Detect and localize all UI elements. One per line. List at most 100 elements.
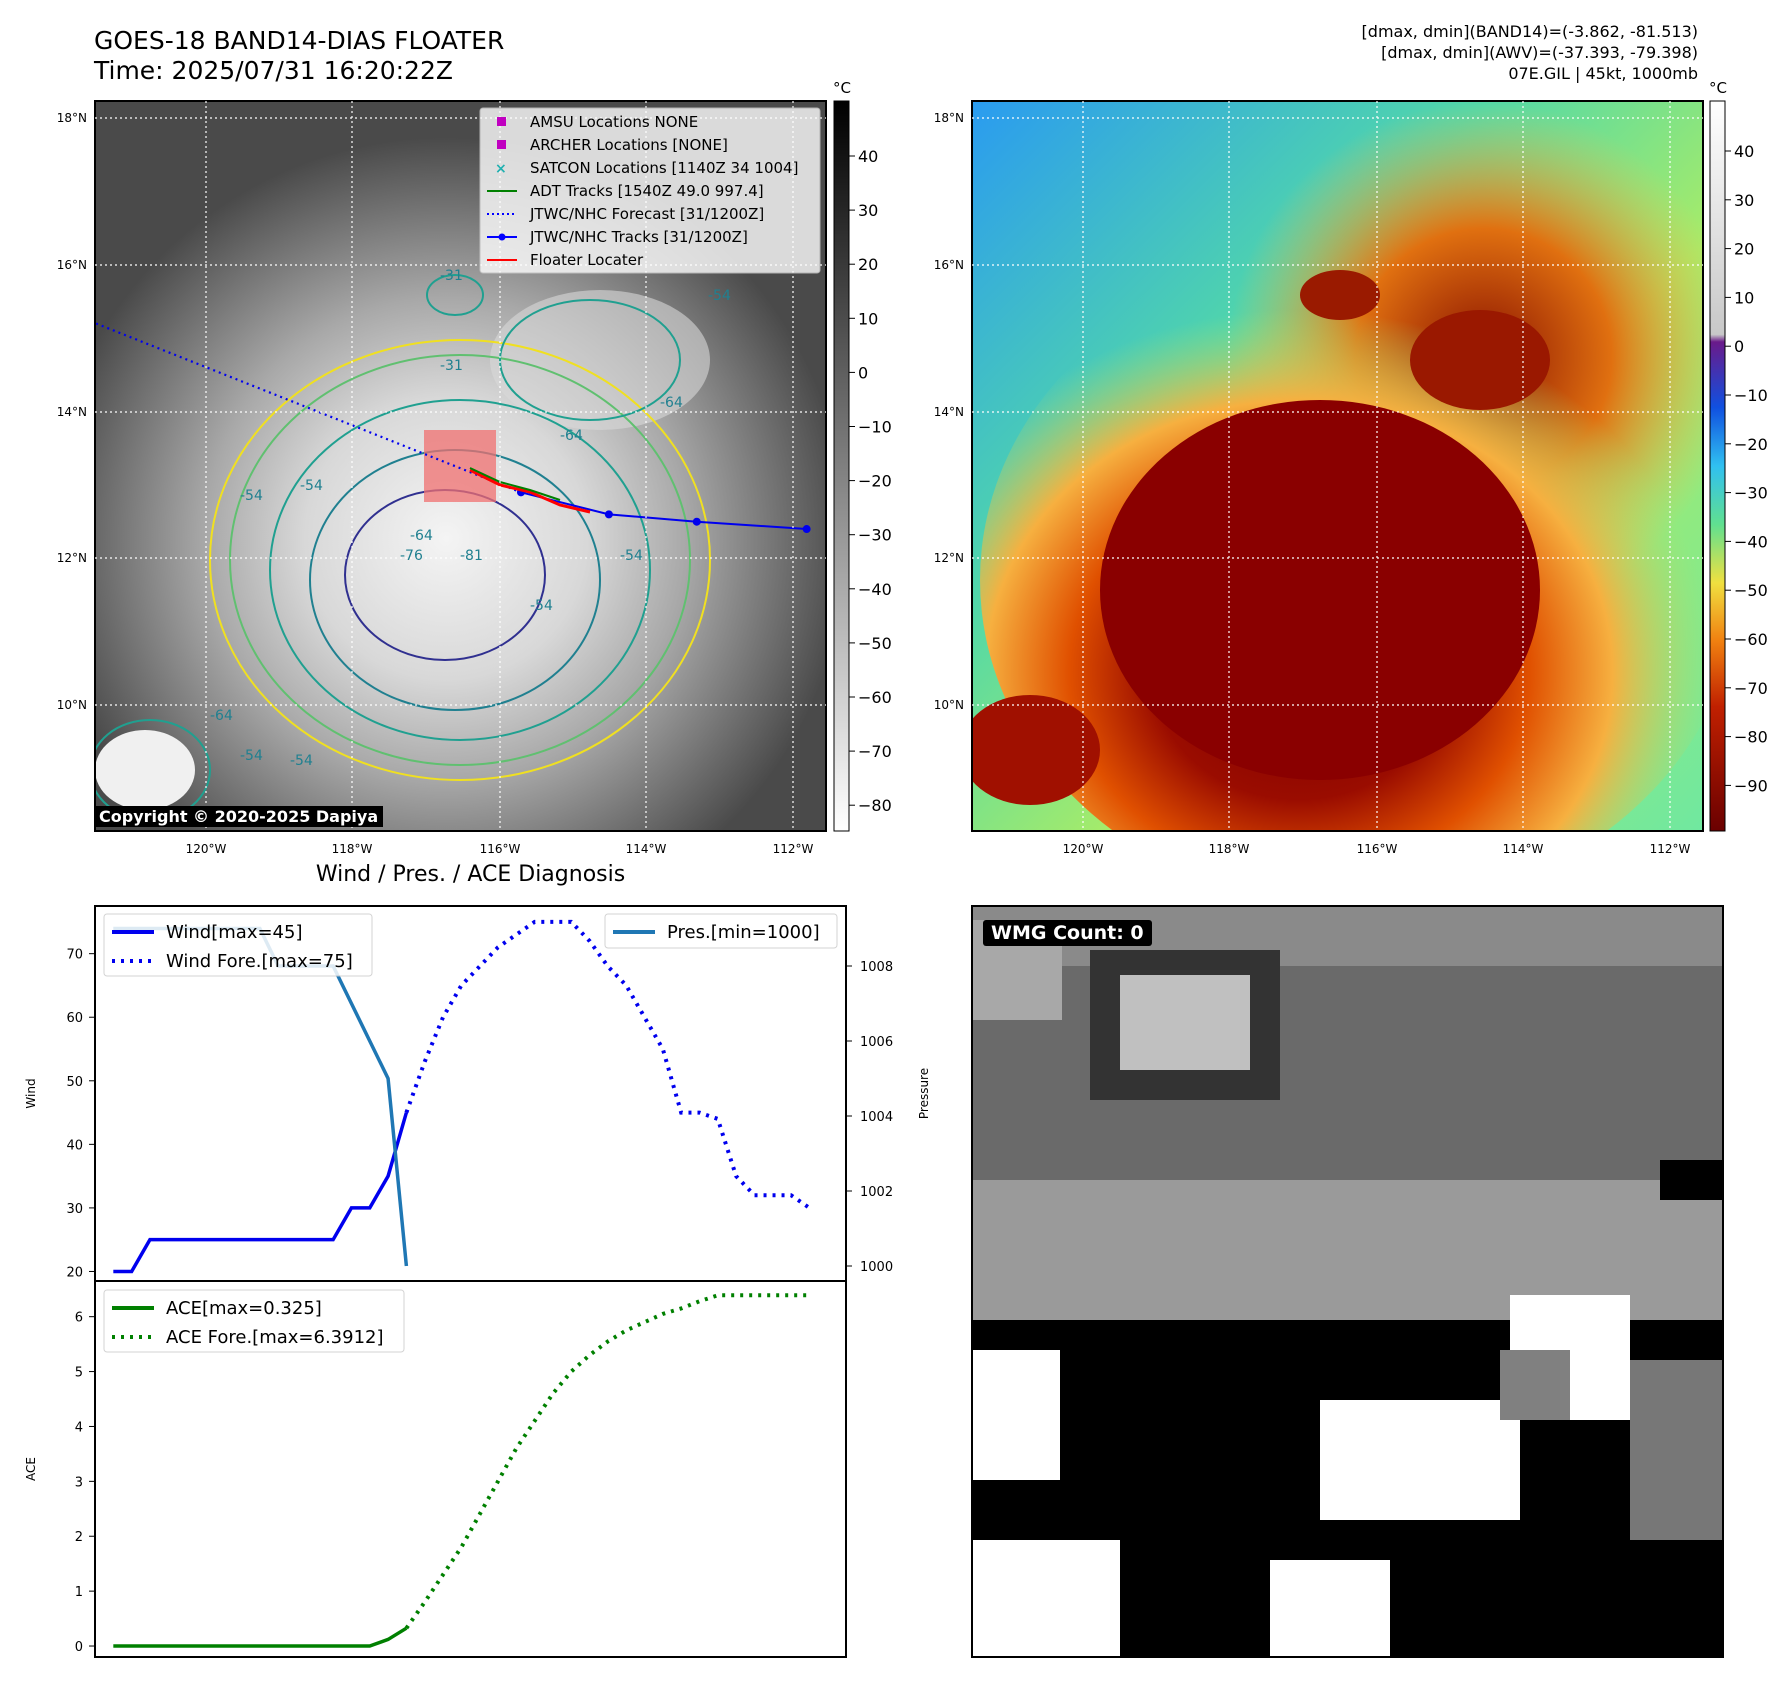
track-point [802, 525, 811, 534]
ace-chart: 0 1 2 3 4 5 6 ACE ACE[max=0.325] ACE Fore.[max=6.… [24, 1280, 847, 1658]
color-colorbar-tick: 20 [1734, 240, 1754, 259]
contour-label: -76 [400, 548, 423, 564]
contour-label: -54 [620, 548, 643, 564]
color-colorbar-tick: −90 [1734, 776, 1768, 795]
chart-legend-entry: ACE Fore.[max=6.3912] [166, 1327, 384, 1348]
figure-title: GOES-18 BAND14-DIAS FLOATER [94, 26, 505, 55]
diagnosis-title: Wind / Pres. / ACE Diagnosis [315, 862, 626, 887]
gray-colorbar-tick: −70 [858, 742, 892, 761]
y-tick-label: 60 [66, 1011, 83, 1026]
lon-tick-label: 112°W [773, 842, 814, 856]
color-colorbar-tick: −20 [1734, 435, 1768, 454]
contour-label: -64 [660, 395, 683, 411]
y-right-tick-label: 1008 [860, 960, 893, 975]
contour-label: -54 [300, 478, 323, 494]
lat-tick-label: 12°N [57, 551, 87, 565]
gray-colorbar-ticks: 40 30 20 10 0 −10 −20 −30 −40 −50 −60 −70 −80 [849, 147, 892, 815]
y-right-axis-label: Pressure [917, 1068, 931, 1119]
color-colorbar-tick: −60 [1734, 630, 1768, 649]
info-band14: [dmax, dmin](BAND14)=(-3.862, -81.513) [1361, 22, 1698, 41]
lat-tick-label: 16°N [934, 258, 964, 272]
chart-legend-entry: Pres.[min=1000] [667, 922, 820, 943]
color-colorbar-tick: 40 [1734, 142, 1754, 161]
lon-tick-label: 114°W [626, 842, 667, 856]
gray-colorbar-tick: −60 [858, 688, 892, 707]
gray-colorbar-unit: °C [833, 79, 851, 97]
gray-colorbar-tick: −40 [858, 580, 892, 599]
color-colorbar-unit: °C [1709, 79, 1727, 97]
y-tick-label: 50 [66, 1075, 83, 1090]
figure-time: Time: 2025/07/31 16:20:22Z [94, 56, 453, 85]
contour-label: -81 [460, 548, 483, 564]
lat-tick-label: 10°N [57, 698, 87, 712]
series-line-0 [113, 1112, 409, 1274]
color-colorbar-tick: −10 [1734, 386, 1768, 405]
gray-colorbar-tick: 10 [858, 309, 878, 328]
contour-label: -64 [210, 708, 233, 724]
gray-colorbar-tick: −50 [858, 634, 892, 653]
lat-tick-label: 18°N [934, 111, 964, 125]
gray-colorbar-tick: −80 [858, 796, 892, 815]
contour-label: -54 [240, 748, 263, 764]
contour-label: -54 [240, 488, 263, 504]
lat-tick-label: 12°N [934, 551, 964, 565]
lat-tick-label: 10°N [934, 698, 964, 712]
lon-tick-label: 116°W [1357, 842, 1398, 856]
floater-box [424, 430, 496, 502]
copyright-label: Copyright © 2020-2025 Dapiya [94, 806, 384, 827]
gray-colorbar [833, 100, 850, 832]
lon-tick-label: 120°W [1063, 842, 1104, 856]
lon-tick-label: 118°W [332, 842, 373, 856]
contour-label: -31 [440, 358, 463, 374]
lon-tick-label: 114°W [1503, 842, 1544, 856]
gray-colorbar-tick: −20 [858, 472, 892, 491]
y-tick-label: 3 [75, 1475, 83, 1490]
info-storm: 07E.GIL | 45kt, 1000mb [1508, 64, 1698, 83]
lon-tick-label: 116°W [480, 842, 521, 856]
y-tick-label: 4 [75, 1420, 83, 1435]
y-tick-label: 70 [66, 948, 83, 963]
lon-tick-label: 120°W [186, 842, 227, 856]
legend-entry: ARCHER Locations [NONE] [530, 136, 728, 154]
legend-entry: ADT Tracks [1540Z 49.0 997.4] [530, 182, 764, 200]
legend-entry: SATCON Locations [1140Z 34 1004] [530, 159, 798, 177]
map-legend: AMSU Locations NONE ARCHER Locations [NON… [479, 107, 821, 274]
wind-pressure-chart: 20 30 40 50 60 70 Wind 1000 1002 1004 1006 1008 Pres… [24, 905, 931, 1282]
color-colorbar-tick: −80 [1734, 728, 1768, 747]
series-line-0 [113, 1626, 408, 1648]
y-tick-label: 40 [66, 1138, 83, 1153]
gray-colorbar-tick: 40 [858, 147, 878, 166]
gray-colorbar-tick: 0 [858, 363, 868, 382]
y-tick-label: 1 [75, 1585, 83, 1600]
grid-color [972, 101, 1703, 831]
floater-locater-track [469, 468, 591, 514]
info-awv: [dmax, dmin](AWV)=(-37.393, -79.398) [1381, 43, 1698, 62]
color-colorbar-tick: −50 [1734, 581, 1768, 600]
color-colorbar-tick: −40 [1734, 532, 1768, 551]
y-tick-label: 5 [75, 1366, 83, 1381]
gray-colorbar-tick: 30 [858, 201, 878, 220]
lat-tick-label: 16°N [57, 258, 87, 272]
y-axis-label: Wind [24, 1078, 38, 1108]
y-axis-label: ACE [24, 1457, 38, 1481]
track-point [692, 517, 701, 526]
y-tick-label: 0 [75, 1640, 83, 1655]
track-layer [95, 322, 811, 534]
y-right-tick-label: 1000 [860, 1260, 893, 1275]
contour-label: -54 [530, 598, 553, 614]
legend-entry: Floater Locater [530, 251, 644, 269]
contour-label: -64 [560, 428, 583, 444]
series-line-1 [404, 919, 811, 1210]
wmg-panel [972, 906, 1723, 1657]
legend-entry: AMSU Locations NONE [530, 113, 698, 131]
y-right-tick-label: 1002 [860, 1185, 893, 1200]
y-tick-label: 6 [75, 1311, 83, 1326]
wmg-count-label: WMG Count: 0 [983, 920, 1152, 946]
legend-entry: JTWC/NHC Forecast [31/1200Z] [529, 205, 764, 223]
chart-legend-entry: ACE[max=0.325] [166, 1298, 322, 1319]
y-right-tick-label: 1004 [860, 1110, 893, 1125]
color-colorbar-tick: −70 [1734, 679, 1768, 698]
color-colorbar-tick: 30 [1734, 191, 1754, 210]
legend-entry: JTWC/NHC Tracks [31/1200Z] [529, 228, 748, 246]
